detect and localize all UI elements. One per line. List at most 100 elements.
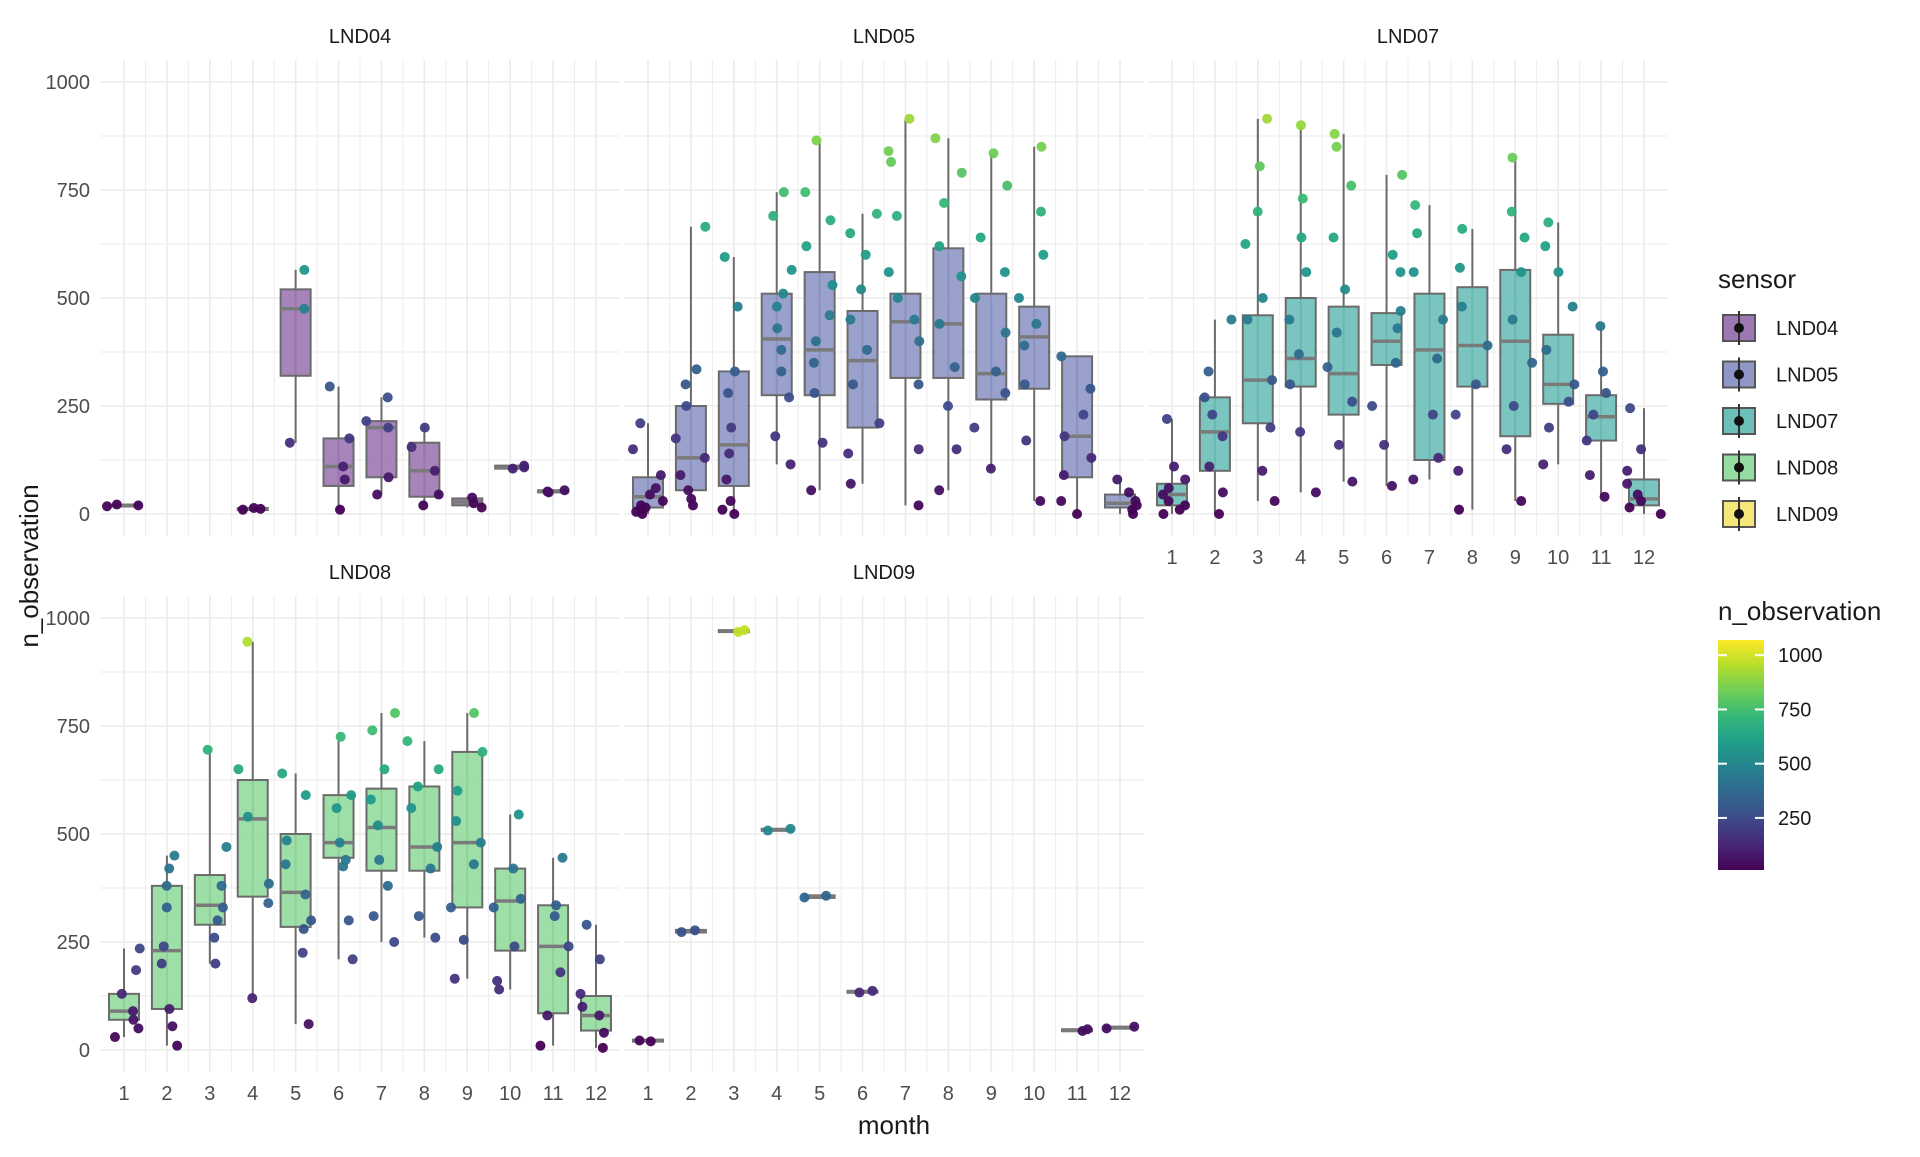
data-point xyxy=(843,448,854,459)
legend-item-lnd04: LND04 xyxy=(1722,311,1838,345)
legend-item-lnd07: LND07 xyxy=(1722,404,1838,438)
data-point xyxy=(1252,206,1263,217)
data-point xyxy=(1408,267,1419,278)
data-point xyxy=(452,785,463,796)
x-tick-label: 4 xyxy=(1295,547,1306,569)
box-month-4 xyxy=(760,823,796,836)
data-point xyxy=(990,366,1001,377)
data-point xyxy=(277,768,288,779)
data-point xyxy=(1527,357,1538,368)
data-point xyxy=(913,444,924,455)
data-point xyxy=(347,954,358,965)
colorbar-tick-label: 1000 xyxy=(1778,645,1823,667)
x-axis-title: month xyxy=(858,1110,930,1140)
legend-key-dot xyxy=(1734,462,1744,473)
data-point xyxy=(379,764,390,775)
x-tick-label: 12 xyxy=(1633,547,1655,569)
data-point xyxy=(729,509,740,519)
box-month-4 xyxy=(760,187,797,470)
data-point xyxy=(1563,396,1574,407)
data-point xyxy=(1386,480,1397,491)
box-month-8 xyxy=(1450,223,1493,515)
data-point xyxy=(425,863,436,874)
data-point xyxy=(133,1023,144,1034)
data-point xyxy=(721,474,732,485)
data-point xyxy=(383,422,394,433)
legend-label: LND09 xyxy=(1776,504,1838,526)
data-point xyxy=(432,841,443,852)
data-point xyxy=(515,893,526,904)
data-point xyxy=(627,444,638,455)
box-month-1 xyxy=(627,418,668,519)
box-month-7 xyxy=(1408,200,1448,485)
data-point xyxy=(1056,496,1067,507)
data-point xyxy=(1013,293,1024,303)
data-point xyxy=(817,437,828,448)
data-point xyxy=(111,499,122,510)
x-tick-label: 7 xyxy=(900,1083,911,1105)
y-tick-label: 500 xyxy=(57,824,90,846)
data-point xyxy=(1130,496,1141,507)
box-month-6 xyxy=(322,731,358,965)
box-month-1 xyxy=(102,499,144,512)
data-point xyxy=(299,303,310,314)
data-point xyxy=(1346,180,1357,191)
data-point xyxy=(904,113,915,124)
data-point xyxy=(1163,496,1174,507)
data-point xyxy=(221,841,232,852)
data-point xyxy=(675,470,686,481)
data-point xyxy=(297,947,308,958)
data-point xyxy=(563,941,574,952)
data-point xyxy=(242,636,253,647)
data-point xyxy=(372,489,383,500)
data-point xyxy=(212,915,223,926)
data-point xyxy=(800,187,811,198)
box-month-3 xyxy=(1240,113,1280,507)
data-point xyxy=(635,418,646,429)
data-point xyxy=(1501,444,1512,455)
x-tick-label: 6 xyxy=(333,1083,344,1105)
data-point xyxy=(999,267,1010,278)
data-point xyxy=(233,764,244,775)
box-month-6 xyxy=(1367,169,1408,491)
data-point xyxy=(956,167,967,178)
data-point xyxy=(1456,301,1467,312)
data-point xyxy=(1072,509,1083,519)
legend-label: LND07 xyxy=(1776,411,1838,433)
x-tick-label: 6 xyxy=(857,1083,868,1105)
y-tick-label: 750 xyxy=(57,180,90,202)
data-point xyxy=(475,837,486,848)
data-point xyxy=(1387,249,1398,260)
data-point xyxy=(1322,362,1333,373)
legend-item-lnd09: LND09 xyxy=(1722,497,1838,531)
box-month-6 xyxy=(846,985,879,998)
data-point xyxy=(939,197,950,208)
data-point xyxy=(161,880,172,891)
data-point xyxy=(1217,487,1228,498)
data-point xyxy=(810,336,821,347)
x-tick-label: 12 xyxy=(585,1083,607,1105)
data-point xyxy=(102,501,113,512)
data-point xyxy=(1019,340,1030,351)
box xyxy=(537,904,570,1015)
data-point xyxy=(300,889,311,900)
x-tick-label: 8 xyxy=(419,1083,430,1105)
data-point xyxy=(1397,169,1408,180)
data-point xyxy=(717,504,728,515)
data-point xyxy=(1035,496,1046,507)
data-point xyxy=(1412,228,1423,239)
box-month-1 xyxy=(108,943,145,1043)
x-tick-label: 11 xyxy=(1591,547,1612,569)
data-point xyxy=(670,433,681,444)
data-point xyxy=(1569,379,1580,390)
data-point xyxy=(340,854,351,865)
data-point xyxy=(1036,206,1047,217)
x-tick-label: 2 xyxy=(161,1083,172,1105)
data-point xyxy=(413,911,424,922)
box xyxy=(932,247,965,379)
box-month-12 xyxy=(575,919,612,1053)
data-point xyxy=(1180,474,1191,485)
panel-title: LND09 xyxy=(853,562,915,584)
data-point xyxy=(247,993,258,1004)
